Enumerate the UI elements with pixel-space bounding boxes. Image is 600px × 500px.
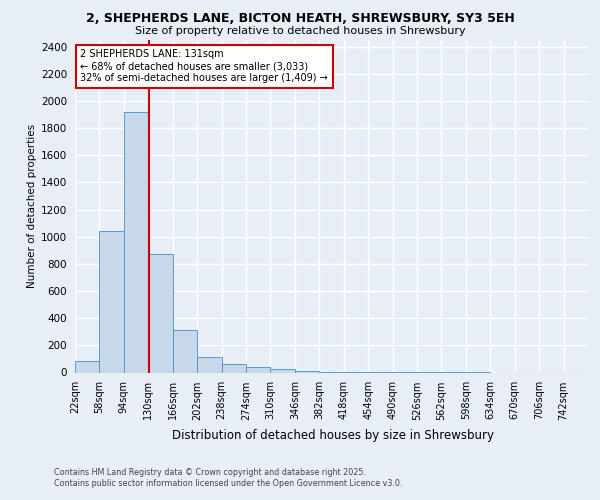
Text: 2, SHEPHERDS LANE, BICTON HEATH, SHREWSBURY, SY3 5EH: 2, SHEPHERDS LANE, BICTON HEATH, SHREWSB… bbox=[86, 12, 514, 26]
Text: Size of property relative to detached houses in Shrewsbury: Size of property relative to detached ho… bbox=[134, 26, 466, 36]
Text: Contains HM Land Registry data © Crown copyright and database right 2025.
Contai: Contains HM Land Registry data © Crown c… bbox=[54, 468, 403, 487]
Text: Distribution of detached houses by size in Shrewsbury: Distribution of detached houses by size … bbox=[172, 430, 494, 442]
Bar bbox=[75, 361, 100, 372]
Bar bbox=[148, 254, 173, 372]
Text: 2 SHEPHERDS LANE: 131sqm
← 68% of detached houses are smaller (3,033)
32% of sem: 2 SHEPHERDS LANE: 131sqm ← 68% of detach… bbox=[80, 50, 328, 82]
Bar bbox=[124, 112, 148, 372]
Y-axis label: Number of detached properties: Number of detached properties bbox=[27, 124, 37, 288]
Bar bbox=[271, 369, 295, 372]
Bar bbox=[197, 357, 221, 372]
Bar bbox=[173, 330, 197, 372]
Bar bbox=[295, 371, 319, 372]
Bar bbox=[221, 364, 246, 372]
Bar bbox=[246, 367, 271, 372]
Bar bbox=[100, 232, 124, 372]
